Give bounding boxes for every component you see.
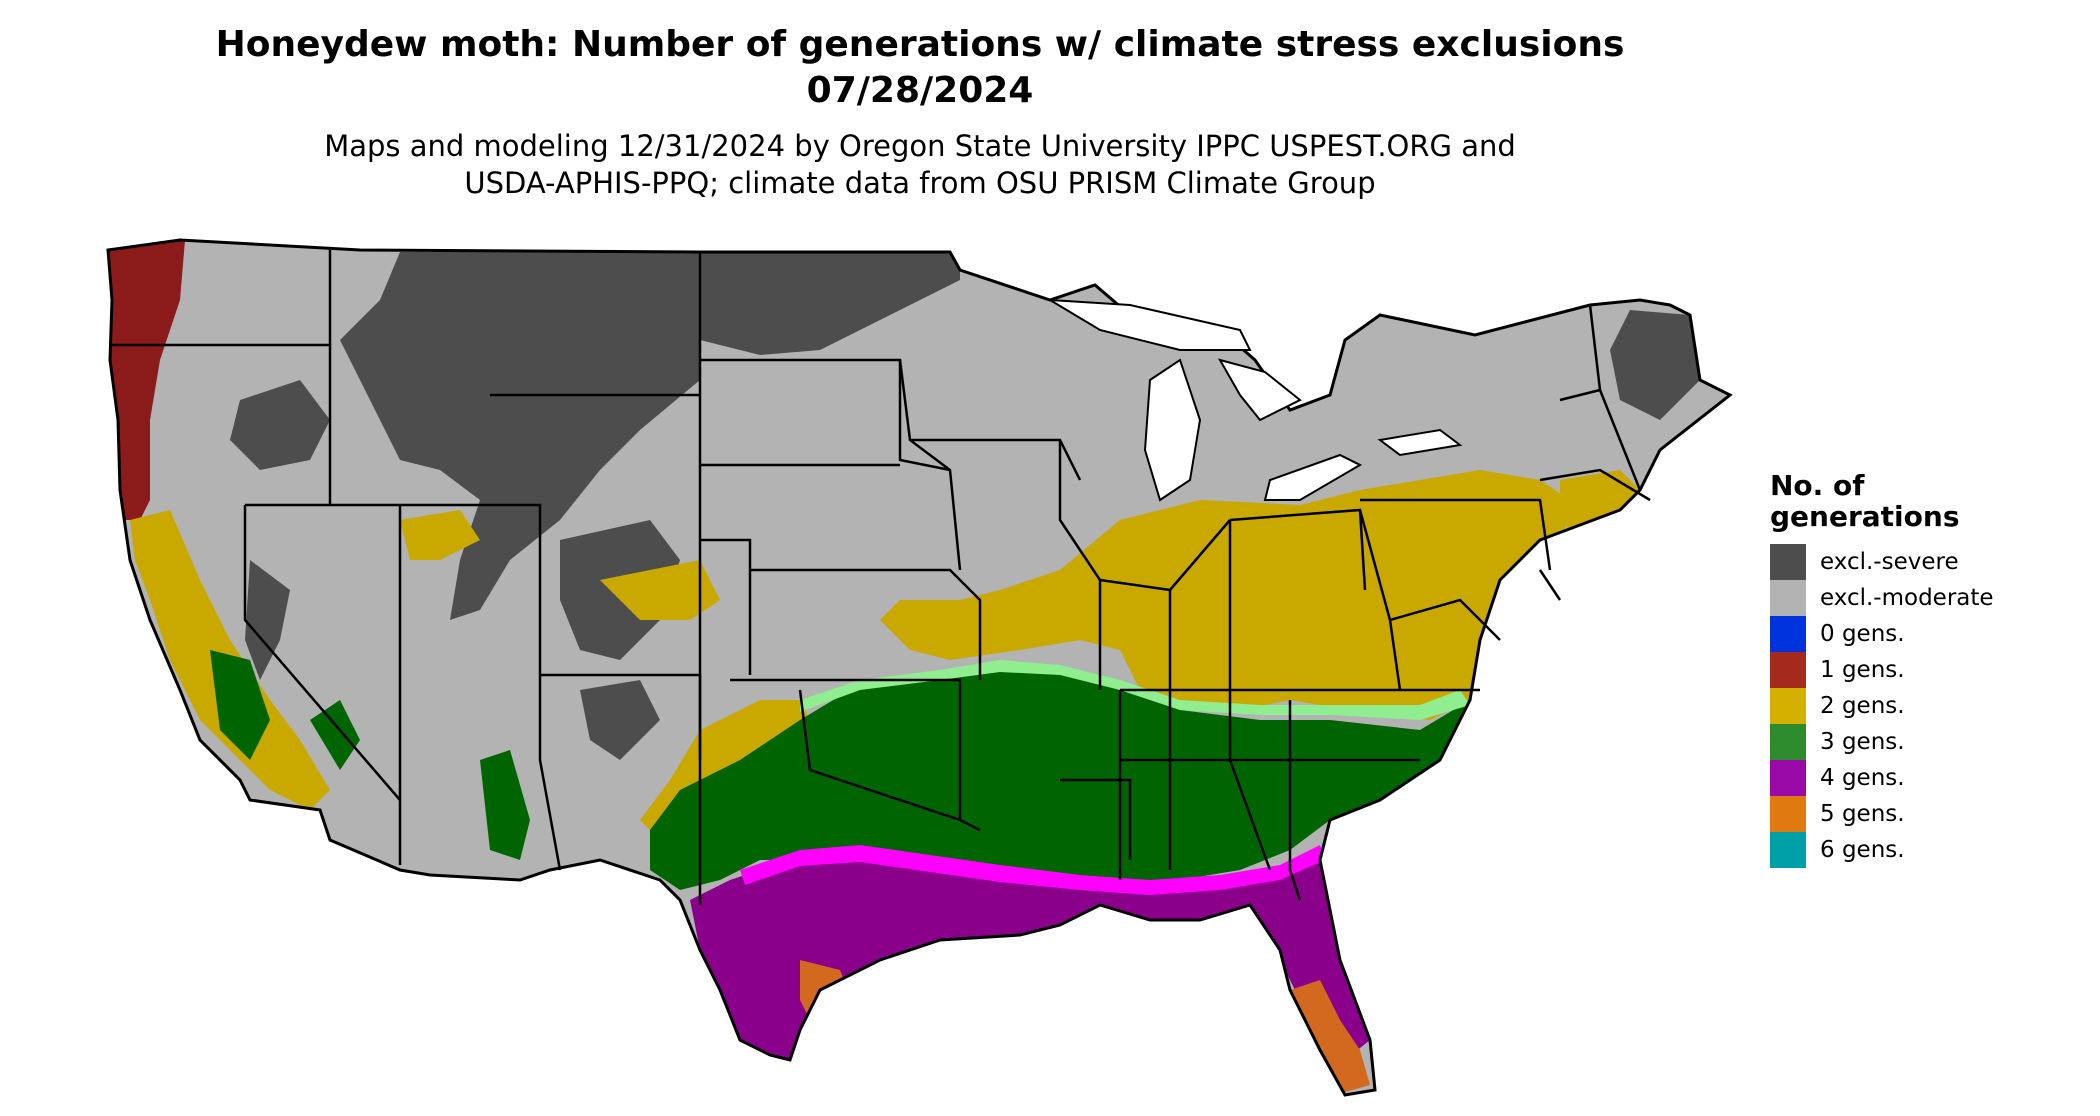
great-lakes	[1049, 299, 1463, 502]
legend-label: excl.-severe	[1820, 549, 1959, 575]
legend-label: 2 gens.	[1820, 693, 1905, 719]
zone-gen1	[108, 240, 185, 520]
legend-item: 6 gens.	[1770, 832, 1994, 868]
zone-gen5	[800, 960, 1370, 1092]
legend-label: 6 gens.	[1820, 837, 1905, 863]
map-credits: Maps and modeling 12/31/2024 by Oregon S…	[0, 128, 1840, 202]
map-title-line1: Honeydew moth: Number of generations w/ …	[215, 24, 1625, 65]
credits-line2: USDA-APHIS-PPQ; climate data from OSU PR…	[464, 166, 1376, 200]
legend-swatch	[1770, 796, 1806, 832]
legend-swatch	[1770, 652, 1806, 688]
legend-title: No. of generations	[1770, 470, 1994, 532]
legend-swatch	[1770, 544, 1806, 580]
zone-gen4	[690, 850, 1370, 1060]
legend-item: 0 gens.	[1770, 616, 1994, 652]
legend-swatch	[1770, 580, 1806, 616]
legend-item: 3 gens.	[1770, 724, 1994, 760]
us-outline	[106, 238, 1733, 1097]
legend-label: 3 gens.	[1820, 729, 1905, 755]
zone-excl-severe	[230, 252, 1700, 760]
generation-zones	[108, 240, 1730, 1095]
credits-line1: Maps and modeling 12/31/2024 by Oregon S…	[324, 129, 1516, 163]
legend-items: excl.-severe excl.-moderate 0 gens. 1 gens.…	[1770, 544, 1994, 868]
legend-item: 5 gens.	[1770, 796, 1994, 832]
map-date: 07/28/2024	[806, 70, 1034, 111]
legend-swatch	[1770, 688, 1806, 724]
zone-gen3-west	[210, 650, 530, 860]
legend-item: excl.-moderate	[1770, 580, 1994, 616]
legend-label: 1 gens.	[1820, 657, 1905, 683]
zone-gen4-fringe	[740, 845, 1325, 895]
legend-item: 4 gens.	[1770, 760, 1994, 796]
legend-item: 2 gens.	[1770, 688, 1994, 724]
legend-label: 5 gens.	[1820, 801, 1905, 827]
map-title: Honeydew moth: Number of generations w/ …	[0, 22, 1840, 114]
legend-label: 4 gens.	[1820, 765, 1905, 791]
zone-gen6	[1290, 1094, 1350, 1095]
legend-title-line2: generations	[1770, 500, 1960, 533]
legend: No. of generations excl.-severe excl.-mod…	[1770, 470, 1994, 868]
legend-title-line1: No. of	[1770, 469, 1865, 502]
legend-swatch	[1770, 724, 1806, 760]
state-borders	[112, 250, 1651, 905]
legend-item: excl.-severe	[1770, 544, 1994, 580]
legend-swatch	[1770, 760, 1806, 796]
legend-swatch	[1770, 832, 1806, 868]
us-generations-map	[106, 238, 1733, 1097]
legend-item: 1 gens.	[1770, 652, 1994, 688]
legend-swatch	[1770, 616, 1806, 652]
legend-label: 0 gens.	[1820, 621, 1905, 647]
legend-label: excl.-moderate	[1820, 585, 1994, 611]
